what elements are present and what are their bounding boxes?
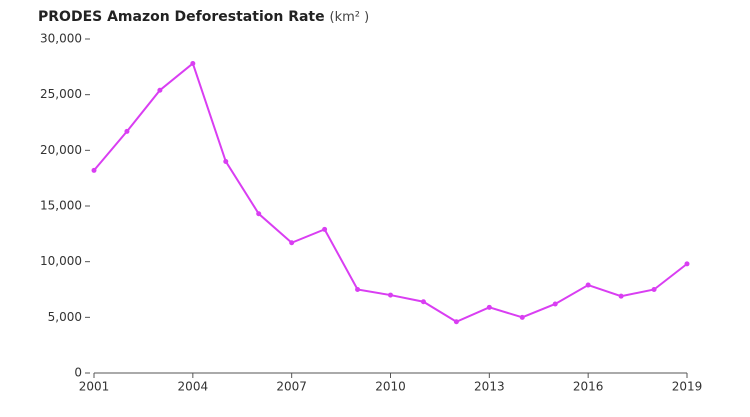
y-tick-label: 30,000	[40, 32, 82, 46]
data-point	[289, 240, 295, 246]
data-point	[519, 314, 525, 320]
title-text: PRODES Amazon Deforestation Rate	[38, 9, 325, 25]
x-tick-label: 2001	[79, 380, 110, 394]
y-tick-label: 5,000	[48, 310, 82, 324]
x-tick-label: 2010	[375, 380, 406, 394]
y-tick-label: 15,000	[40, 199, 82, 213]
data-point	[618, 293, 624, 299]
y-tick-label: 0	[74, 366, 82, 380]
data-point	[157, 87, 163, 93]
x-tick-label: 2019	[672, 380, 703, 394]
y-tick-label: 10,000	[40, 254, 82, 268]
data-line	[93, 61, 688, 323]
data-point	[256, 211, 262, 217]
data-point	[355, 287, 361, 292]
x-tick-label: 2016	[573, 380, 604, 394]
data-point	[420, 299, 426, 305]
data-point	[651, 287, 657, 292]
data-point	[124, 128, 130, 134]
y-tick-label: 20,000	[40, 143, 82, 157]
x-tick-label: 2013	[474, 380, 505, 394]
data-point	[322, 226, 328, 232]
chart-title: PRODES Amazon Deforestation Rate (km² )	[38, 9, 369, 25]
unit-text: (km² )	[330, 10, 370, 25]
data-point	[190, 60, 196, 66]
data-point	[585, 282, 591, 288]
data-point	[223, 158, 229, 164]
data-point	[453, 319, 459, 325]
data-point	[684, 261, 690, 267]
data-point	[486, 304, 492, 310]
y-tick-label: 25,000	[40, 87, 82, 101]
x-tick-label: 2007	[276, 380, 307, 394]
data-point	[388, 292, 393, 298]
data-point	[91, 167, 97, 173]
x-tick-label: 2004	[178, 380, 209, 394]
data-point	[552, 301, 558, 307]
